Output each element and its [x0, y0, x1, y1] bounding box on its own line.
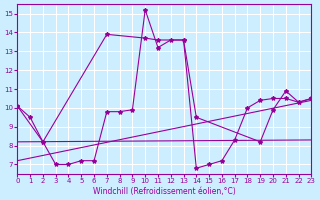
X-axis label: Windchill (Refroidissement éolien,°C): Windchill (Refroidissement éolien,°C): [93, 187, 236, 196]
